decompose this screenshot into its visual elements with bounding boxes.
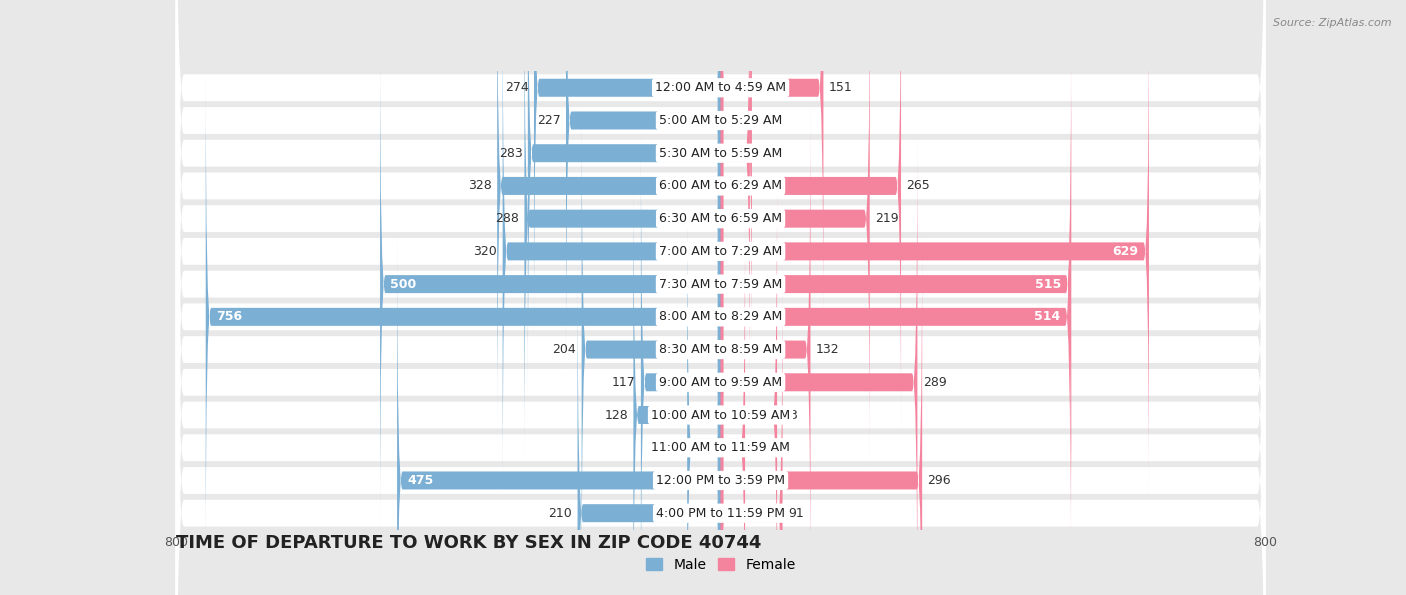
FancyBboxPatch shape (176, 0, 1265, 500)
FancyBboxPatch shape (524, 0, 721, 471)
FancyBboxPatch shape (721, 0, 752, 373)
FancyBboxPatch shape (721, 32, 1071, 537)
FancyBboxPatch shape (176, 68, 1265, 595)
Text: 296: 296 (928, 474, 952, 487)
Text: 4:00 PM to 11:59 PM: 4:00 PM to 11:59 PM (657, 507, 785, 519)
Text: 265: 265 (907, 180, 931, 192)
Text: 8:00 AM to 8:29 AM: 8:00 AM to 8:29 AM (659, 311, 782, 323)
FancyBboxPatch shape (176, 0, 1265, 595)
FancyBboxPatch shape (176, 0, 1265, 595)
FancyBboxPatch shape (176, 3, 1265, 595)
Text: 151: 151 (830, 82, 852, 94)
Text: 7:00 AM to 7:29 AM: 7:00 AM to 7:29 AM (659, 245, 782, 258)
Text: 274: 274 (505, 82, 529, 94)
FancyBboxPatch shape (688, 195, 721, 595)
Text: 289: 289 (922, 376, 946, 389)
Text: 91: 91 (787, 507, 804, 519)
Text: 500: 500 (391, 278, 416, 290)
Text: 227: 227 (537, 114, 561, 127)
FancyBboxPatch shape (176, 0, 1265, 565)
FancyBboxPatch shape (582, 97, 721, 595)
FancyBboxPatch shape (205, 64, 721, 569)
FancyBboxPatch shape (527, 0, 721, 406)
FancyBboxPatch shape (721, 64, 1070, 569)
Text: Source: ZipAtlas.com: Source: ZipAtlas.com (1274, 18, 1392, 28)
FancyBboxPatch shape (176, 0, 1265, 533)
Text: 5:00 AM to 5:29 AM: 5:00 AM to 5:29 AM (659, 114, 782, 127)
FancyBboxPatch shape (578, 261, 721, 595)
Text: TIME OF DEPARTURE TO WORK BY SEX IN ZIP CODE 40744: TIME OF DEPARTURE TO WORK BY SEX IN ZIP … (176, 534, 761, 553)
Text: 46: 46 (758, 114, 773, 127)
FancyBboxPatch shape (721, 261, 783, 595)
FancyBboxPatch shape (721, 195, 745, 595)
Text: 514: 514 (1035, 311, 1060, 323)
FancyBboxPatch shape (633, 162, 721, 595)
Text: 320: 320 (474, 245, 498, 258)
FancyBboxPatch shape (721, 0, 901, 439)
Text: 6:00 AM to 6:29 AM: 6:00 AM to 6:29 AM (659, 180, 782, 192)
Text: 475: 475 (408, 474, 433, 487)
Text: 12:00 AM to 4:59 AM: 12:00 AM to 4:59 AM (655, 82, 786, 94)
FancyBboxPatch shape (503, 0, 721, 504)
Text: 8:30 AM to 8:59 AM: 8:30 AM to 8:59 AM (659, 343, 782, 356)
Text: 117: 117 (612, 376, 636, 389)
Text: 629: 629 (1112, 245, 1139, 258)
Text: 288: 288 (495, 212, 519, 225)
FancyBboxPatch shape (641, 130, 721, 595)
FancyBboxPatch shape (721, 0, 1149, 504)
Text: 10:00 AM to 10:59 AM: 10:00 AM to 10:59 AM (651, 409, 790, 421)
Text: 219: 219 (875, 212, 898, 225)
FancyBboxPatch shape (721, 162, 778, 595)
Text: 43: 43 (755, 147, 770, 159)
Text: 128: 128 (605, 409, 628, 421)
FancyBboxPatch shape (534, 0, 721, 340)
FancyBboxPatch shape (498, 0, 721, 439)
FancyBboxPatch shape (380, 32, 721, 537)
Legend: Male, Female: Male, Female (640, 553, 801, 578)
FancyBboxPatch shape (567, 0, 721, 373)
FancyBboxPatch shape (721, 0, 749, 406)
Text: 756: 756 (217, 311, 242, 323)
Text: 49: 49 (666, 441, 682, 454)
Text: 5:30 AM to 5:59 AM: 5:30 AM to 5:59 AM (659, 147, 782, 159)
FancyBboxPatch shape (721, 228, 922, 595)
Text: 36: 36 (751, 441, 766, 454)
Text: 6:30 AM to 6:59 AM: 6:30 AM to 6:59 AM (659, 212, 782, 225)
FancyBboxPatch shape (721, 0, 824, 340)
FancyBboxPatch shape (721, 0, 870, 471)
FancyBboxPatch shape (721, 130, 917, 595)
FancyBboxPatch shape (176, 0, 1265, 595)
FancyBboxPatch shape (176, 101, 1265, 595)
FancyBboxPatch shape (396, 228, 721, 595)
Text: 283: 283 (499, 147, 523, 159)
Text: 515: 515 (1035, 278, 1062, 290)
FancyBboxPatch shape (176, 36, 1265, 595)
Text: 9:00 AM to 9:59 AM: 9:00 AM to 9:59 AM (659, 376, 782, 389)
Text: 7:30 AM to 7:59 AM: 7:30 AM to 7:59 AM (659, 278, 782, 290)
Text: 328: 328 (468, 180, 492, 192)
Text: 132: 132 (815, 343, 839, 356)
FancyBboxPatch shape (176, 134, 1265, 595)
FancyBboxPatch shape (176, 0, 1265, 595)
Text: 210: 210 (548, 507, 572, 519)
FancyBboxPatch shape (176, 0, 1265, 467)
Text: 204: 204 (553, 343, 576, 356)
FancyBboxPatch shape (721, 97, 810, 595)
Text: 83: 83 (783, 409, 799, 421)
Text: 12:00 PM to 3:59 PM: 12:00 PM to 3:59 PM (657, 474, 785, 487)
Text: 11:00 AM to 11:59 AM: 11:00 AM to 11:59 AM (651, 441, 790, 454)
FancyBboxPatch shape (176, 0, 1265, 595)
